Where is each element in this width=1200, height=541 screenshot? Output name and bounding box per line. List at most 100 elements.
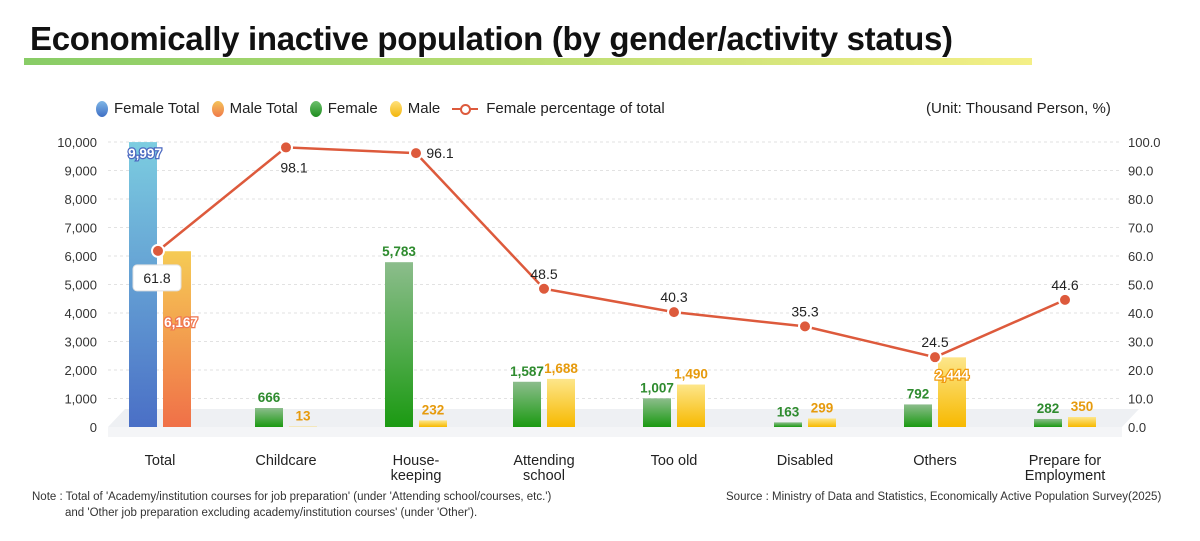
- bar-female: [904, 404, 932, 427]
- legend-label-female-total: Female Total: [114, 100, 200, 117]
- legend-swatch-male-total: [211, 100, 224, 117]
- pct-point: [928, 350, 942, 365]
- y2-tick-label: 80.0: [1128, 192, 1153, 207]
- data-label-male: 350: [1071, 399, 1094, 414]
- y-tick-label: 4,000: [64, 306, 97, 321]
- data-label-male: 1,688: [544, 361, 578, 376]
- legend-pct: Female percentage of total: [452, 100, 665, 117]
- legend: Female Total Male Total Female Male Fema…: [96, 100, 677, 117]
- data-label-female: 1,007: [640, 380, 674, 395]
- legend-label-male: Male: [407, 100, 441, 117]
- data-label-female: 163: [777, 404, 800, 419]
- note-line-2: and 'Other job preparation excluding aca…: [65, 507, 478, 519]
- legend-swatch-female: [309, 100, 322, 117]
- x-category-label: Others: [913, 453, 957, 469]
- y-tick-label: 5,000: [64, 278, 97, 293]
- legend-label-male-total: Male Total: [229, 100, 298, 117]
- x-category-label: Prepare for: [1029, 453, 1102, 469]
- bar-female: [643, 398, 671, 427]
- data-label-female: 792: [907, 386, 930, 401]
- data-label-female: 5,783: [382, 244, 416, 259]
- y2-tick-label: 60.0: [1128, 249, 1153, 264]
- pct-label: 24.5: [921, 334, 948, 350]
- y-tick-label: 2,000: [64, 363, 97, 378]
- y-tick-label: 7,000: [64, 221, 97, 236]
- data-label-male: 299: [811, 400, 834, 415]
- data-label-male: 2,444: [935, 367, 969, 382]
- legend-label-pct: Female percentage of total: [486, 100, 665, 117]
- bar-male: [547, 378, 575, 427]
- pct-point: [537, 281, 551, 296]
- y2-tick-label: 10.0: [1128, 392, 1153, 407]
- legend-female-total: Female Total: [96, 100, 200, 117]
- y2-tick-label: 70.0: [1128, 221, 1153, 236]
- x-category-label: House-: [393, 453, 440, 469]
- x-category-label: Too old: [651, 453, 698, 469]
- x-category-label: Childcare: [255, 453, 316, 469]
- pct-point: [798, 319, 812, 334]
- y2-tick-label: 50.0: [1128, 278, 1153, 293]
- bar-female: [1034, 418, 1062, 427]
- y-tick-label: 6,000: [64, 249, 97, 264]
- bar-female: [255, 408, 283, 427]
- x-category-label: Attending: [513, 453, 574, 469]
- pct-label: 96.1: [426, 145, 453, 161]
- note-line-1: Note : Total of 'Academy/institution cou…: [32, 491, 552, 503]
- x-category-label: keeping: [391, 468, 442, 484]
- y-tick-label: 9,000: [64, 164, 97, 179]
- data-label-male: 13: [295, 409, 311, 424]
- y2-tick-label: 30.0: [1128, 335, 1153, 350]
- legend-swatch-female-total: [96, 100, 108, 117]
- bar-female: [385, 262, 413, 427]
- pct-label-box: [132, 264, 182, 292]
- chart-floor-top: [108, 409, 1139, 427]
- pct-line: [157, 146, 1066, 359]
- y-tick-label: 0: [90, 420, 97, 435]
- legend-swatch-male: [389, 100, 402, 117]
- data-label-male: 1,490: [674, 367, 708, 382]
- pct-point: [667, 305, 681, 320]
- legend-label-female: Female: [327, 100, 378, 117]
- x-category-label: Employment: [1025, 468, 1106, 484]
- y2-tick-label: 40.0: [1128, 306, 1153, 321]
- legend-male: Male: [389, 100, 441, 117]
- bar-male: [419, 420, 447, 427]
- y2-tick-label: 20.0: [1128, 363, 1153, 378]
- pct-point: [279, 140, 293, 155]
- x-category-label: school: [523, 468, 565, 484]
- chart-floor-front: [108, 427, 1122, 437]
- pct-point: [151, 243, 165, 258]
- y-tick-label: 3,000: [64, 335, 97, 350]
- data-label-male: 232: [422, 402, 445, 417]
- bar-male: [677, 384, 705, 427]
- y2-tick-label: 90.0: [1128, 164, 1153, 179]
- legend-male-total: Male Total: [211, 100, 298, 117]
- data-label-female: 282: [1037, 401, 1060, 416]
- data-label-female: 9,997: [128, 146, 162, 161]
- y2-tick-label: 0.0: [1128, 420, 1146, 435]
- pct-label: 48.5: [530, 266, 557, 282]
- pct-label: 98.1: [280, 159, 307, 175]
- y2-tick-label: 100.0: [1128, 135, 1161, 150]
- y-tick-label: 8,000: [64, 192, 97, 207]
- legend-female: Female: [309, 100, 378, 117]
- bar-female: [513, 381, 541, 427]
- legend-swatch-pct: [452, 103, 479, 115]
- title-underline: [24, 58, 1032, 65]
- source-note: Source : Ministry of Data and Statistics…: [726, 491, 1162, 503]
- data-label-female: 666: [258, 390, 281, 405]
- y-tick-label: 10,000: [57, 135, 97, 150]
- pct-point: [1058, 292, 1072, 307]
- unit-label: (Unit: Thousand Person, %): [926, 100, 1111, 117]
- pct-point: [409, 146, 423, 161]
- x-category-label: Total: [145, 453, 176, 469]
- chart-title: Economically inactive population (by gen…: [30, 20, 953, 57]
- pct-label: 61.8: [143, 270, 170, 286]
- pct-label: 40.3: [660, 289, 687, 305]
- pct-label: 44.6: [1051, 277, 1078, 293]
- bar-female: [774, 422, 802, 427]
- bar-male: [1068, 417, 1096, 427]
- pct-label: 35.3: [791, 303, 818, 319]
- data-label-male: 6,167: [164, 315, 198, 330]
